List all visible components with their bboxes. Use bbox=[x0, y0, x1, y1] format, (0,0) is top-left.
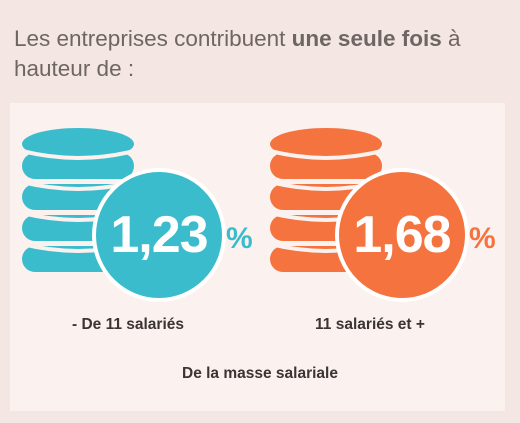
rate-value-small: 1,23 bbox=[110, 206, 208, 264]
intro-text-end: à hauteur de : bbox=[14, 26, 461, 81]
percent-sign-small: % bbox=[226, 222, 253, 255]
intro-text: Les entreprises contribuent une seule fo… bbox=[14, 24, 510, 84]
label-small-companies: - De 11 salariés bbox=[71, 316, 185, 333]
label-large-companies: 11 salariés et + bbox=[315, 316, 425, 333]
payroll-footer: De la masse salariale bbox=[182, 365, 338, 382]
rate-badge-large: 1,68 bbox=[335, 168, 469, 302]
rate-badge-small: 1,23 bbox=[92, 168, 226, 302]
intro-text-emphasis: une seule fois bbox=[291, 26, 442, 51]
percent-sign-large: % bbox=[469, 222, 496, 255]
intro-text-start: Les entreprises contribuent bbox=[14, 26, 292, 51]
rate-value-large: 1,68 bbox=[353, 206, 451, 264]
